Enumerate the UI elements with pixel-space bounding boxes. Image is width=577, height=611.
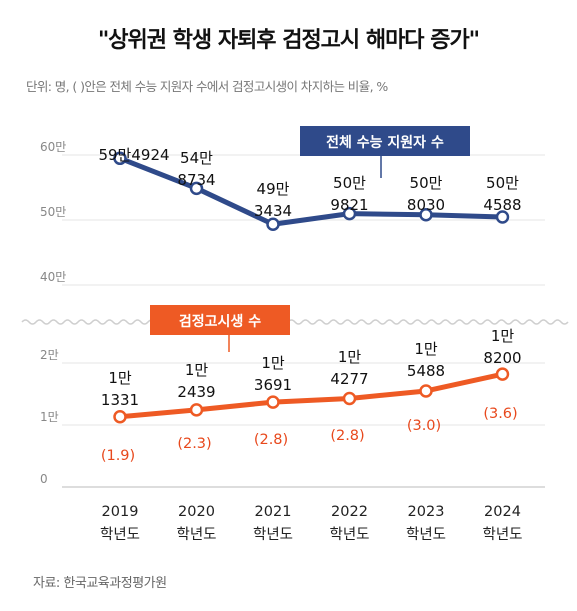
- x-tick-label: 2020: [178, 504, 215, 520]
- ged-value-label: 5488: [407, 362, 445, 380]
- ged-point: [495, 367, 510, 381]
- total-series-name: 전체 수능 지원자 수: [326, 134, 444, 151]
- ged-value-label: 1331: [101, 391, 139, 409]
- x-tick-label: 2019: [102, 504, 139, 520]
- total-value-label: 50만: [333, 174, 366, 192]
- ged-point: [342, 391, 357, 406]
- ged-series-line: [119, 371, 504, 420]
- ged-pct-label: (1.9): [101, 448, 135, 464]
- x-tick-sublabel: 학년도: [100, 526, 140, 543]
- ged-value-label: 1만: [185, 361, 209, 379]
- ged-series-name: 검정고시생 수: [179, 313, 261, 330]
- ged-pct-label: (3.0): [407, 418, 441, 434]
- x-tick-label: 2024: [484, 504, 521, 520]
- y-tick-label: 60만: [40, 140, 66, 154]
- y-tick-label: 40만: [40, 270, 66, 284]
- x-tick-label: 2022: [331, 504, 368, 520]
- ged-value-label: 2439: [177, 383, 215, 401]
- y-tick-label: 2만: [40, 348, 59, 362]
- total-value-label: 54만: [180, 149, 213, 167]
- total-point: [495, 210, 510, 224]
- y-tick-label: 50만: [40, 205, 66, 219]
- ged-pct-label: (2.8): [254, 432, 288, 448]
- total-series-line: [119, 155, 503, 227]
- ged-point: [189, 403, 204, 417]
- chart-title: "상위권 학생 자퇴후 검정고시 해마다 증가": [97, 28, 480, 53]
- line-chart: 60만 50만 40만 2만 1만 0 2019 학년도 2020 학년도 2021 학년도 2022 학…: [21, 126, 569, 543]
- y-tick-label: 0: [40, 472, 48, 486]
- ged-point: [266, 395, 280, 409]
- x-tick-sublabel: 학년도: [253, 526, 293, 543]
- ged-value-label: 4277: [330, 370, 368, 388]
- source-note: 자료: 한국교육과정평가원: [33, 576, 167, 591]
- total-value-label: 50만: [410, 174, 443, 192]
- x-tick-label: 2021: [255, 504, 292, 520]
- axis-break: [21, 319, 569, 325]
- ged-pct-label: (2.3): [177, 436, 211, 452]
- total-point: [266, 217, 280, 232]
- x-tick-sublabel: 학년도: [406, 526, 446, 543]
- ged-value-label: 3691: [254, 376, 292, 394]
- total-point: [113, 151, 127, 166]
- total-value-label: 59만4924: [98, 146, 169, 164]
- total-value-label: 4588: [483, 196, 521, 214]
- ged-pct-label: (3.6): [483, 406, 517, 422]
- total-value-label: 3434: [254, 202, 292, 220]
- ged-value-label: 1만: [108, 369, 132, 387]
- y-tick-label: 1만: [40, 410, 59, 424]
- ged-series-box: [150, 305, 290, 335]
- total-value-label: 8030: [407, 196, 445, 214]
- total-point: [342, 206, 357, 221]
- chart-subtitle: 단위: 명, ( )안은 전체 수능 지원자 수에서 검정고시생이 차지하는 비…: [26, 79, 388, 94]
- total-value-label: 49만: [257, 180, 290, 198]
- total-value-label: 50만: [486, 174, 519, 192]
- total-point: [189, 181, 204, 196]
- ged-value-label: 1만: [414, 340, 438, 358]
- ged-value-label: 1만: [491, 327, 515, 345]
- ged-value-label: 8200: [483, 349, 521, 367]
- ged-value-label: 1만: [261, 354, 285, 372]
- x-tick-sublabel: 학년도: [482, 526, 522, 543]
- x-tick-sublabel: 학년도: [329, 526, 369, 543]
- ged-value-label: 1만: [338, 348, 362, 366]
- ged-point: [113, 409, 127, 424]
- total-value-label: 9821: [330, 196, 368, 214]
- ged-point: [419, 384, 433, 398]
- total-series-box: [300, 126, 470, 156]
- x-tick-sublabel: 학년도: [176, 526, 216, 543]
- total-point: [419, 208, 433, 222]
- total-value-label: 8734: [177, 171, 215, 189]
- x-tick-label: 2023: [408, 504, 445, 520]
- ged-pct-label: (2.8): [330, 428, 364, 444]
